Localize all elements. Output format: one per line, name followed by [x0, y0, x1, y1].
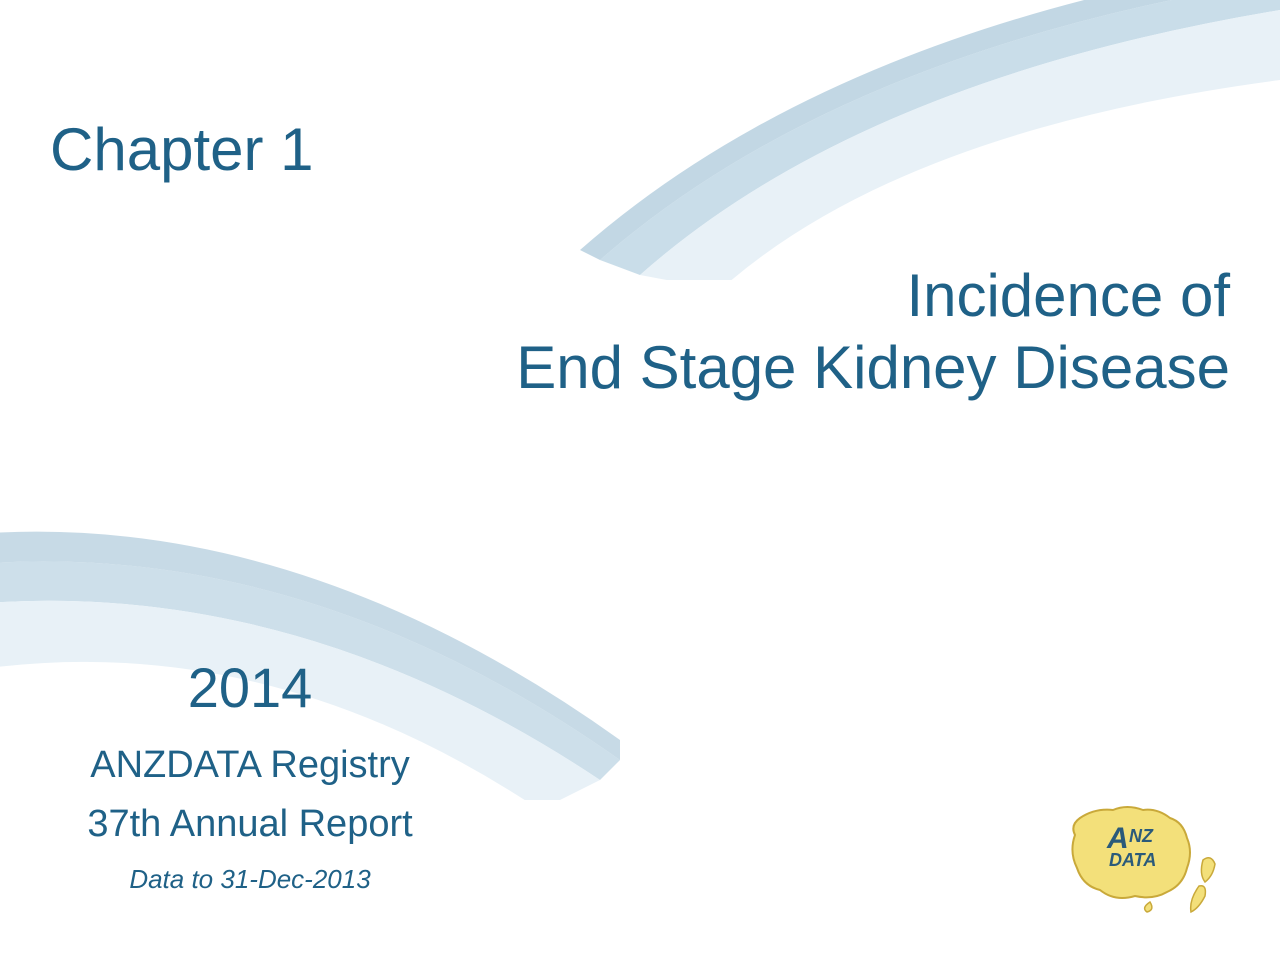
decorative-swoosh-top — [580, 0, 1280, 280]
data-date: Data to 31-Dec-2013 — [40, 864, 460, 895]
footer-block: 2014 ANZDATA Registry 37th Annual Report… — [40, 655, 460, 895]
slide-title: Incidence of End Stage Kidney Disease — [516, 260, 1230, 404]
logo-letters-data: DATA — [1109, 850, 1156, 870]
title-line-1: Incidence of — [516, 260, 1230, 332]
registry-name: ANZDATA Registry — [40, 744, 460, 787]
chapter-label: Chapter 1 — [50, 115, 314, 184]
slide: Chapter 1 Incidence of End Stage Kidney … — [0, 0, 1280, 960]
logo-letters-nz: NZ — [1129, 826, 1154, 846]
report-name: 37th Annual Report — [40, 803, 460, 846]
title-line-2: End Stage Kidney Disease — [516, 332, 1230, 404]
report-year: 2014 — [40, 655, 460, 720]
anzdata-logo: A NZ DATA — [1055, 790, 1235, 930]
